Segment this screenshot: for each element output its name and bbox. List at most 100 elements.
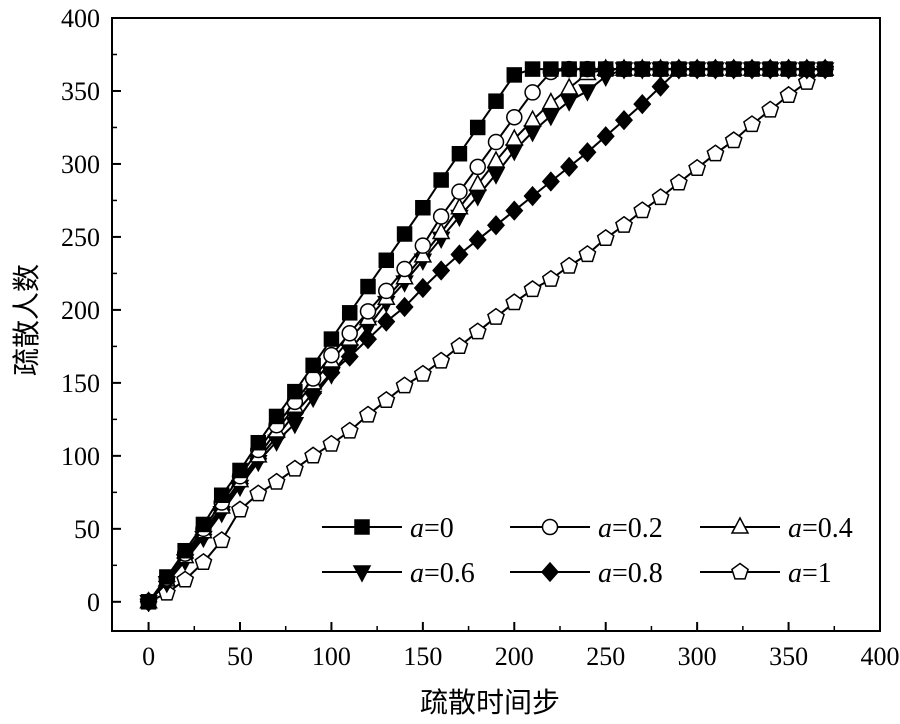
data-point	[559, 94, 579, 112]
data-point	[543, 61, 559, 77]
x-tick-label: 400	[861, 642, 900, 671]
data-point	[377, 390, 396, 409]
data-point	[249, 484, 268, 502]
data-point	[396, 226, 413, 242]
data-point	[433, 172, 449, 188]
y-tick-label: 400	[61, 4, 100, 33]
data-point	[799, 61, 815, 77]
data-point	[305, 357, 321, 374]
data-point	[596, 126, 615, 147]
data-point	[195, 516, 212, 533]
data-point	[633, 201, 652, 219]
data-point	[671, 61, 687, 77]
data-point	[268, 408, 285, 425]
data-point	[395, 376, 414, 394]
data-point	[505, 293, 524, 311]
data-point	[487, 307, 505, 325]
data-point	[524, 61, 541, 77]
data-point	[360, 278, 376, 295]
data-point	[451, 145, 468, 162]
data-point	[415, 199, 431, 216]
data-point	[486, 150, 506, 168]
legend-item: a=0.2	[510, 513, 663, 544]
data-point	[340, 421, 359, 439]
data-point	[140, 594, 157, 610]
data-point	[579, 61, 596, 77]
data-point	[450, 336, 469, 355]
legend-label-var: a	[788, 558, 802, 589]
legend: a=0 a=0.2 a=0.4a=0.6 a=0.8 a=1	[322, 513, 853, 589]
data-point	[541, 269, 560, 287]
data-point	[378, 282, 395, 300]
series-a=0	[140, 61, 833, 610]
y-tick-label: 150	[61, 369, 100, 398]
data-point	[651, 188, 670, 206]
data-point	[413, 277, 432, 299]
data-point	[725, 61, 742, 77]
legend-marker	[540, 561, 560, 583]
legend-marker	[354, 519, 370, 535]
data-point	[541, 109, 561, 127]
data-point	[488, 93, 504, 109]
data-point	[486, 167, 506, 185]
data-point	[285, 459, 304, 477]
legend-label-value: =0.2	[612, 513, 663, 544]
series-line	[148, 68, 826, 603]
data-point	[762, 61, 779, 77]
data-point	[468, 173, 487, 192]
data-point	[797, 72, 816, 90]
data-point	[176, 570, 195, 588]
data-point	[413, 245, 433, 263]
data-point	[724, 131, 743, 149]
data-point	[159, 569, 175, 585]
legend-label-value: =0	[424, 513, 454, 544]
data-point	[487, 133, 505, 151]
y-tick-label: 0	[87, 588, 100, 617]
data-point	[578, 142, 597, 163]
data-point	[451, 183, 468, 200]
data-point	[541, 171, 560, 192]
legend-item: a=1	[700, 558, 832, 589]
data-point	[303, 390, 323, 409]
data-point	[652, 61, 669, 77]
data-point	[432, 208, 450, 225]
data-point	[177, 542, 193, 559]
legend-label-var: a	[410, 513, 424, 544]
data-point	[633, 93, 652, 115]
data-point	[706, 144, 725, 162]
data-point	[688, 158, 707, 176]
data-point	[213, 487, 230, 504]
data-point	[358, 328, 378, 350]
data-point	[359, 405, 377, 423]
legend-marker	[730, 516, 750, 534]
data-point	[431, 221, 451, 240]
x-tick-label: 0	[142, 642, 155, 671]
y-tick-label: 200	[61, 296, 100, 325]
legend-label: a=0.8	[598, 558, 663, 589]
legend-label: a=0.2	[598, 513, 663, 544]
data-point	[561, 61, 577, 77]
data-point	[523, 280, 542, 298]
plot-frame	[111, 17, 881, 632]
data-point	[468, 229, 487, 250]
data-point	[322, 434, 341, 452]
series-a=1	[139, 59, 835, 610]
x-tick-label: 100	[312, 642, 351, 671]
legend-label: a=0.6	[410, 558, 475, 589]
data-point	[378, 252, 395, 269]
x-tick-label: 50	[227, 642, 253, 671]
data-point	[780, 61, 797, 77]
legend-marker	[352, 565, 372, 583]
legend-label: a=0.4	[788, 513, 853, 544]
data-point	[250, 434, 267, 451]
data-point	[231, 500, 249, 518]
data-point	[523, 185, 542, 207]
data-point	[597, 61, 614, 77]
data-point	[341, 325, 358, 342]
data-point	[761, 100, 780, 118]
legend-marker	[731, 562, 749, 580]
x-tick-label: 200	[495, 642, 534, 671]
data-point	[469, 158, 486, 176]
y-tick-label: 100	[61, 442, 100, 471]
